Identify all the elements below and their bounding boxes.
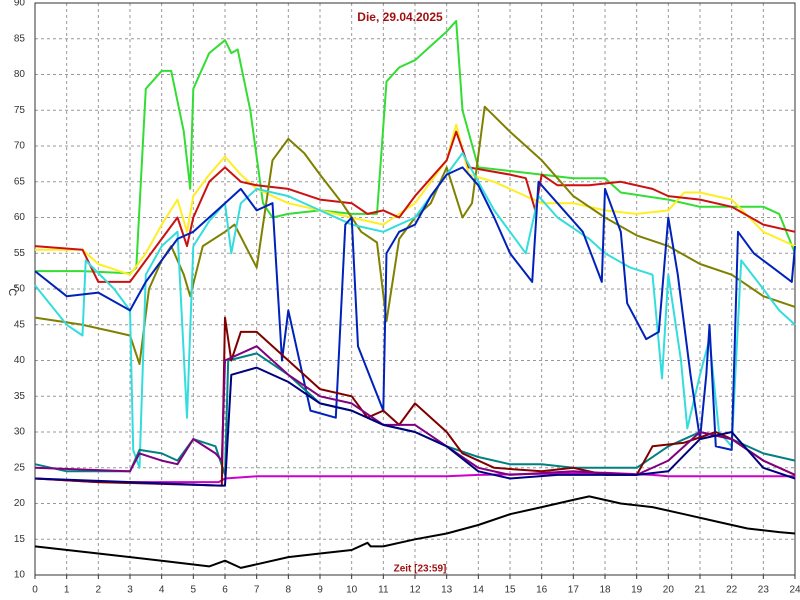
y-tick-label: 65: [14, 176, 26, 187]
x-tick-label: 4: [159, 585, 165, 596]
x-tick-label: 5: [191, 585, 197, 596]
series-line: [35, 123, 796, 276]
x-tick-label: 18: [599, 585, 611, 596]
series-line: [34, 316, 796, 487]
series-line: [34, 105, 796, 366]
series-line: [34, 130, 796, 283]
y-tick-label: 20: [14, 498, 26, 509]
y-tick-label: 30: [14, 427, 26, 438]
plot-frame: [34, 2, 796, 576]
x-tick-label: 3: [127, 585, 133, 596]
x-tick-label: 6: [222, 585, 228, 596]
y-axis-label: °C: [6, 284, 18, 296]
x-tick-label: 14: [473, 585, 485, 596]
y-tick-label: 85: [14, 33, 26, 44]
series-line: [34, 495, 796, 569]
x-tick-label: 7: [254, 585, 260, 596]
x-tick-label: 13: [441, 585, 453, 596]
series-line: [34, 345, 796, 476]
x-tick-label: 19: [631, 585, 643, 596]
y-tick-label: 25: [14, 462, 26, 473]
y-tick-label: 40: [14, 355, 26, 366]
y-tick-label: 15: [14, 534, 26, 545]
x-tick-label: 8: [286, 585, 292, 596]
x-tick-label: 17: [568, 585, 580, 596]
series-line: [34, 366, 796, 487]
x-tick-label: 0: [32, 585, 38, 596]
x-tick-label: 1: [64, 585, 70, 596]
x-tick-label: 11: [378, 585, 389, 596]
y-tick-label: 90: [14, 0, 26, 9]
y-tick-label: 80: [14, 69, 26, 80]
y-tick-label: 50: [14, 284, 26, 295]
y-tick-label: 35: [14, 391, 26, 402]
x-tick-label: 9: [317, 585, 323, 596]
x-tick-label: 21: [694, 585, 706, 596]
y-tick-label: 10: [14, 570, 26, 581]
x-tick-label: 10: [346, 585, 358, 596]
y-tick-label: 55: [14, 248, 26, 259]
y-tick-label: 60: [14, 212, 26, 223]
series-line: [34, 166, 796, 451]
x-tick-label: 16: [536, 585, 548, 596]
y-tick-label: 45: [14, 319, 26, 330]
x-tick-label: 15: [504, 585, 516, 596]
y-tick-label: 70: [14, 141, 26, 152]
series-line: [35, 19, 796, 275]
x-axis-label: Zeit [23:59]: [394, 564, 447, 575]
x-tick-label: 2: [96, 585, 102, 596]
x-tick-label: 24: [789, 585, 800, 596]
x-tick-label: 22: [726, 585, 738, 596]
y-tick-label: 75: [14, 105, 26, 116]
x-tick-label: 23: [758, 585, 770, 596]
x-tick-label: 20: [663, 585, 675, 596]
series-line: [34, 471, 795, 484]
x-tick-label: 12: [409, 585, 421, 596]
chart-title: Die, 29.04.2025: [357, 10, 443, 24]
